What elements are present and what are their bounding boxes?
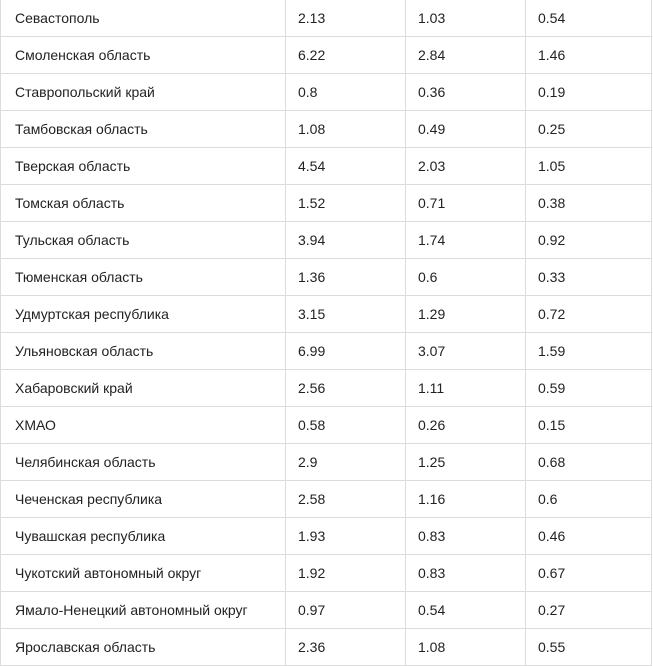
table-row: Удмуртская республика 3.15 1.29 0.72 [0,295,652,333]
value-cell-1: 6.99 [285,332,406,370]
value-cell-3: 0.25 [525,110,652,148]
value-cell-1: 2.56 [285,369,406,407]
value-cell-2: 1.16 [405,480,526,518]
value-cell-1: 4.54 [285,147,406,185]
table-row: Тамбовская область 1.08 0.49 0.25 [0,110,652,148]
region-name-cell: Тамбовская область [0,110,286,148]
table-row: Ярославская область 2.36 1.08 0.55 [0,628,652,666]
table-row: Тульская область 3.94 1.74 0.92 [0,221,652,259]
region-name-cell: Тверская область [0,147,286,185]
value-cell-2: 2.03 [405,147,526,185]
table-row: Чеченская республика 2.58 1.16 0.6 [0,480,652,518]
value-cell-2: 0.26 [405,406,526,444]
table-row: Чукотский автономный округ 1.92 0.83 0.67 [0,554,652,592]
value-cell-2: 1.11 [405,369,526,407]
value-cell-2: 2.84 [405,36,526,74]
value-cell-3: 0.54 [525,0,652,37]
value-cell-3: 0.33 [525,258,652,296]
value-cell-2: 3.07 [405,332,526,370]
value-cell-3: 0.68 [525,443,652,481]
value-cell-2: 0.83 [405,517,526,555]
value-cell-3: 0.55 [525,628,652,666]
table-row: Ульяновская область 6.99 3.07 1.59 [0,332,652,370]
value-cell-1: 0.8 [285,73,406,111]
table-row: Тверская область 4.54 2.03 1.05 [0,147,652,185]
value-cell-3: 0.38 [525,184,652,222]
region-name-cell: Чукотский автономный округ [0,554,286,592]
value-cell-3: 0.92 [525,221,652,259]
region-name-cell: Челябинская область [0,443,286,481]
value-cell-3: 1.59 [525,332,652,370]
table-row: Ставропольский край 0.8 0.36 0.19 [0,73,652,111]
value-cell-1: 1.52 [285,184,406,222]
value-cell-3: 0.27 [525,591,652,629]
table-row: Челябинская область 2.9 1.25 0.68 [0,443,652,481]
region-name-cell: Ставропольский край [0,73,286,111]
region-name-cell: Тульская область [0,221,286,259]
value-cell-3: 0.72 [525,295,652,333]
value-cell-1: 0.58 [285,406,406,444]
value-cell-1: 1.36 [285,258,406,296]
region-name-cell: ХМАО [0,406,286,444]
value-cell-1: 6.22 [285,36,406,74]
value-cell-2: 0.6 [405,258,526,296]
region-name-cell: Хабаровский край [0,369,286,407]
table-row: Смоленская область 6.22 2.84 1.46 [0,36,652,74]
table-row: ХМАО 0.58 0.26 0.15 [0,406,652,444]
value-cell-1: 1.93 [285,517,406,555]
value-cell-2: 0.83 [405,554,526,592]
value-cell-1: 1.92 [285,554,406,592]
value-cell-1: 1.08 [285,110,406,148]
value-cell-2: 0.36 [405,73,526,111]
value-cell-2: 0.54 [405,591,526,629]
region-name-cell: Чеченская республика [0,480,286,518]
value-cell-2: 0.49 [405,110,526,148]
region-name-cell: Смоленская область [0,36,286,74]
region-name-cell: Ульяновская область [0,332,286,370]
table-row: Томская область 1.52 0.71 0.38 [0,184,652,222]
table-row: Севастополь 2.13 1.03 0.54 [0,0,652,37]
region-name-cell: Ямало-Ненецкий автономный округ [0,591,286,629]
region-name-cell: Чувашская республика [0,517,286,555]
value-cell-3: 0.19 [525,73,652,111]
table-row: Тюменская область 1.36 0.6 0.33 [0,258,652,296]
value-cell-2: 0.71 [405,184,526,222]
value-cell-3: 0.6 [525,480,652,518]
value-cell-2: 1.25 [405,443,526,481]
value-cell-1: 3.15 [285,295,406,333]
value-cell-2: 1.74 [405,221,526,259]
region-name-cell: Севастополь [0,0,286,37]
value-cell-3: 0.67 [525,554,652,592]
value-cell-1: 2.36 [285,628,406,666]
region-name-cell: Томская область [0,184,286,222]
region-name-cell: Удмуртская республика [0,295,286,333]
value-cell-2: 1.29 [405,295,526,333]
table-row: Хабаровский край 2.56 1.11 0.59 [0,369,652,407]
region-name-cell: Тюменская область [0,258,286,296]
value-cell-3: 0.59 [525,369,652,407]
value-cell-1: 3.94 [285,221,406,259]
value-cell-3: 1.05 [525,147,652,185]
value-cell-2: 1.03 [405,0,526,37]
table-row: Ямало-Ненецкий автономный округ 0.97 0.54 0… [0,591,652,629]
value-cell-2: 1.08 [405,628,526,666]
value-cell-3: 1.46 [525,36,652,74]
value-cell-1: 2.58 [285,480,406,518]
value-cell-1: 0.97 [285,591,406,629]
region-name-cell: Ярославская область [0,628,286,666]
value-cell-3: 0.15 [525,406,652,444]
value-cell-1: 2.13 [285,0,406,37]
value-cell-1: 2.9 [285,443,406,481]
table-row: Чувашская республика 1.93 0.83 0.46 [0,517,652,555]
value-cell-3: 0.46 [525,517,652,555]
